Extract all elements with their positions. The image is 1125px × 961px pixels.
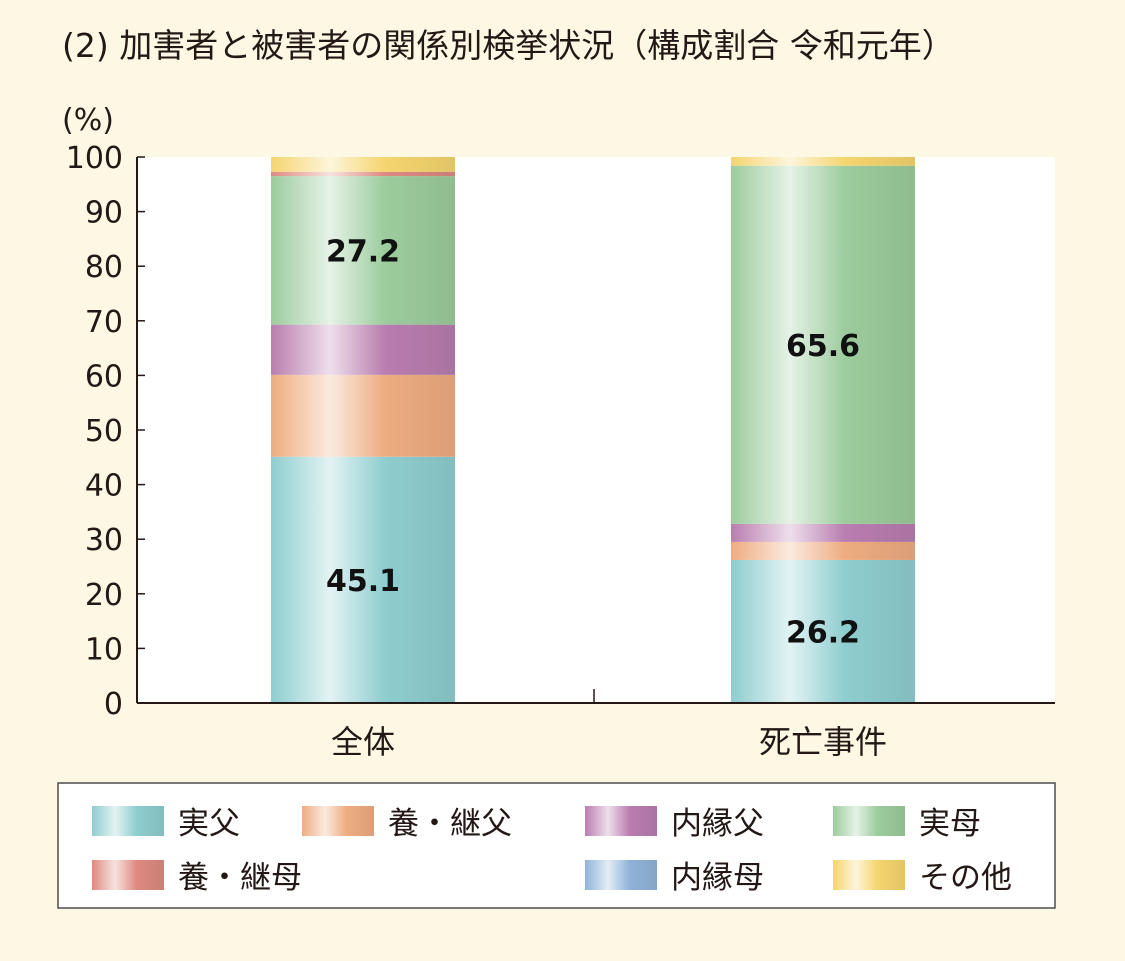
legend-item: 養・継父: [302, 806, 512, 842]
legend-item: その他: [833, 860, 1012, 896]
legend-label: 内縁母: [671, 860, 764, 896]
y-tick-label: 0: [104, 687, 123, 722]
legend-label: その他: [919, 860, 1012, 896]
legend-swatch: [833, 806, 905, 836]
y-tick-label: 100: [66, 141, 123, 176]
y-tick-label: 60: [85, 359, 123, 394]
y-tick-label: 10: [85, 632, 123, 667]
axis-lines: [136, 157, 1055, 704]
legend-item: 実父: [92, 806, 240, 842]
y-tick-label: 90: [85, 196, 123, 231]
bar-segment: [271, 374, 455, 457]
bar-segment: [731, 165, 915, 524]
x-category-label: 全体: [331, 723, 395, 761]
legend-item: 実母: [833, 806, 981, 842]
bar-segment: [731, 559, 915, 703]
bar-segment: [271, 171, 455, 177]
bar-segment: [271, 157, 455, 172]
legend-swatch: [585, 806, 657, 836]
x-category-label: 死亡事件: [759, 723, 887, 761]
y-axis: 0 10 20 30 40 50 60 70 80 90 100: [66, 141, 145, 722]
legend-label: 実父: [178, 806, 240, 842]
bar-segment: [271, 324, 455, 375]
legend: 実父 養・継父 内縁父 実母養・継母 内縁母 その他: [57, 782, 1056, 909]
unit-label: (%): [62, 103, 114, 138]
legend-item: 養・継母: [92, 860, 302, 896]
bar-segment: [271, 176, 455, 325]
legend-label: 内縁父: [671, 806, 764, 842]
bars: 45.1 27.2 26.2 65.6: [271, 157, 915, 703]
bar-segment: [731, 523, 915, 542]
y-tick-label: 80: [85, 250, 123, 285]
chart-title: (2) 加害者と被害者の関係別検挙状況（構成割合 令和元年）: [62, 26, 955, 65]
legend-swatch: [302, 806, 374, 836]
y-tick-label: 40: [85, 469, 123, 504]
x-axis-labels: 全体 死亡事件: [331, 723, 887, 761]
legend-label: 養・継父: [388, 806, 512, 842]
data-label: 27.2: [326, 234, 400, 269]
bar-segment: [731, 541, 915, 560]
y-tick-label: 50: [85, 414, 123, 449]
legend-swatch: [92, 860, 164, 890]
data-label: 26.2: [786, 615, 860, 650]
legend-swatch: [833, 860, 905, 890]
legend-swatch: [92, 806, 164, 836]
bar-stack: 45.1 27.2: [271, 157, 455, 703]
y-tick-label: 20: [85, 578, 123, 613]
y-tick-label: 70: [85, 305, 123, 340]
legend-item: 内縁母: [585, 860, 764, 896]
bar-stack: 26.2 65.6: [731, 157, 915, 703]
data-label: 65.6: [786, 329, 860, 364]
data-label: 45.1: [326, 564, 400, 599]
bar-segment: [731, 157, 915, 166]
bar-segment: [271, 456, 455, 703]
y-tick-label: 30: [85, 523, 123, 558]
legend-swatch: [585, 860, 657, 890]
legend-item: 内縁父: [585, 806, 764, 842]
legend-label: 養・継母: [178, 860, 302, 896]
legend-label: 実母: [919, 806, 981, 842]
